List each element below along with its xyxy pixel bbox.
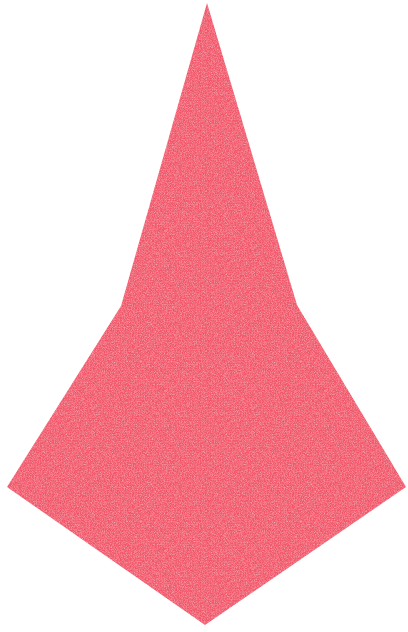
- kite-polygon: [7, 3, 406, 625]
